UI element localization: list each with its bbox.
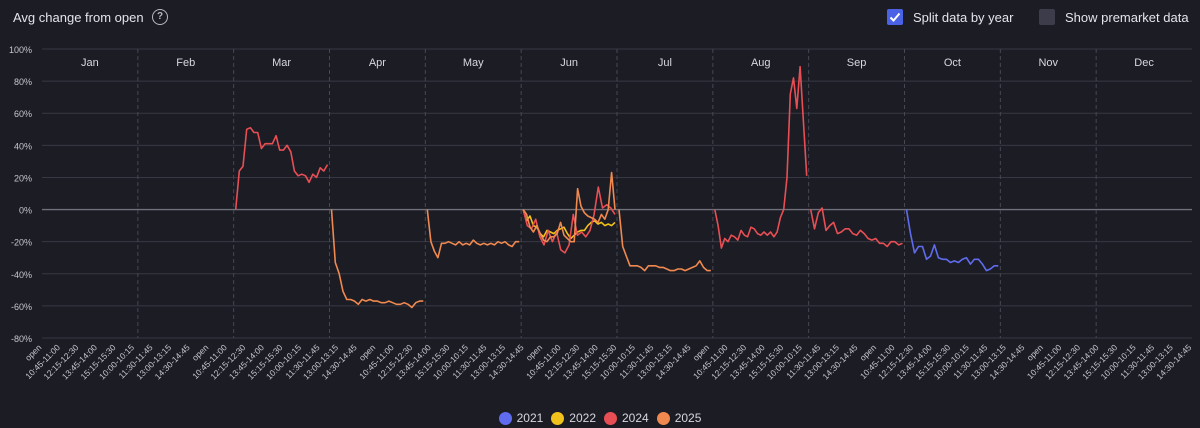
y-tick-label: -40% [11, 270, 32, 280]
split-by-year-toggle[interactable]: Split data by year [887, 8, 1013, 26]
series-line-2024 [809, 207, 903, 248]
legend-label: 2022 [569, 411, 596, 425]
y-axis: 100% 80% 60% 40% 20% 0% -20% -40% -60% -80% [9, 45, 32, 344]
legend-label: 2024 [622, 411, 649, 425]
month-label: Jun [560, 57, 578, 69]
chart-header: Avg change from open ? Split data by yea… [0, 0, 1200, 36]
series-line-2025 [618, 209, 711, 272]
legend-label: 2025 [674, 411, 702, 425]
series-line-2024 [522, 186, 616, 254]
y-tick-label: 100% [9, 45, 32, 55]
legend-swatch [498, 411, 512, 425]
legend-swatch [604, 411, 617, 425]
y-tick-label: 0% [19, 206, 32, 216]
split-by-year-label: Split data by year [913, 9, 1014, 25]
month-label: Apr [369, 57, 386, 69]
question-circle-icon[interactable]: ? [152, 9, 168, 25]
series-line-2025 [330, 209, 424, 309]
legend-swatch [551, 411, 565, 425]
month-label: Dec [1134, 57, 1154, 69]
legend-item-2024[interactable]: 2024 [604, 411, 649, 425]
month-label: May [463, 57, 484, 69]
month-label: Feb [176, 57, 195, 69]
y-tick-label: 60% [14, 109, 32, 119]
show-premarket-toggle[interactable]: Show premarket data [1039, 8, 1189, 26]
y-tick-label: 80% [14, 77, 32, 87]
y-tick-label: 40% [14, 141, 32, 151]
y-tick-label: 20% [14, 173, 32, 183]
month-label: Nov [1038, 57, 1058, 69]
show-premarket-label: Show premarket data [1065, 9, 1189, 25]
month-label: Jul [658, 57, 672, 69]
chart-legend: 2021 2022 2024 2025 [0, 408, 1200, 428]
series-line-2025 [522, 171, 616, 243]
legend-label: 2021 [516, 411, 544, 425]
y-tick-label: -20% [11, 238, 32, 248]
legend-item-2021[interactable]: 2021 [498, 411, 544, 425]
chart-title: Avg change from open [13, 10, 144, 25]
legend-item-2025[interactable]: 2025 [656, 411, 702, 425]
series-line-2025 [426, 209, 520, 259]
show-premarket-checkbox[interactable] [1039, 9, 1055, 25]
month-label: Mar [272, 57, 291, 69]
month-label: Aug [751, 57, 771, 69]
checkmark-icon [889, 12, 901, 22]
line-chart: Jan Feb Mar Apr May Jun Jul Aug Sep Oct Nov Dec 100… [9, 45, 1194, 381]
month-label: Jan [81, 57, 99, 69]
month-label: Sep [847, 57, 867, 69]
legend-swatch [656, 411, 670, 425]
x-axis: open10:45-11:0012:15-12:3013:45-14:0015:… [23, 342, 1194, 381]
series-line-2024 [714, 65, 808, 249]
month-label: Oct [944, 57, 961, 69]
series-line-2021 [905, 209, 999, 272]
split-by-year-checkbox[interactable] [887, 9, 903, 25]
series-line-2024 [234, 126, 329, 210]
y-tick-label: -80% [11, 334, 32, 344]
y-tick-label: -60% [11, 302, 32, 312]
legend-item-2022[interactable]: 2022 [551, 411, 596, 425]
grid [42, 48, 1192, 339]
month-labels: Jan Feb Mar Apr May Jun Jul Aug Sep Oct Nov Dec [81, 57, 1154, 69]
series-lines [234, 65, 999, 309]
